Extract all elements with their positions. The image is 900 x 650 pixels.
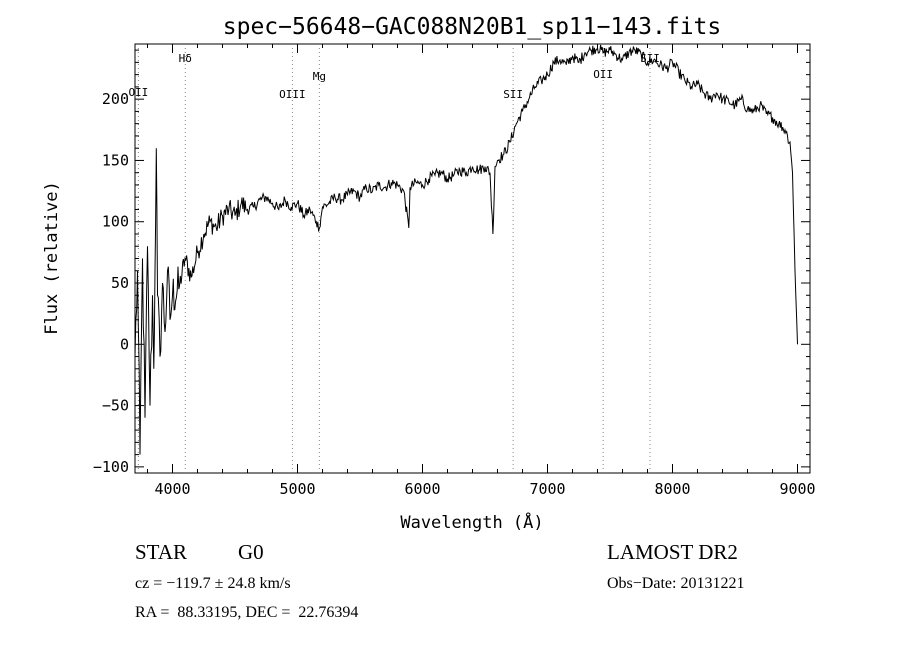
x-tick-label: 6000	[404, 480, 440, 498]
series-layer	[134, 44, 798, 455]
y-tick-label: 50	[111, 274, 129, 292]
y-tick-label: 150	[102, 151, 129, 169]
x-tick-label: 7000	[529, 480, 565, 498]
y-axis: −100 −50 0 50 100 150 200	[93, 49, 810, 476]
y-tick-label: 200	[102, 90, 129, 108]
x-axis: 4000 5000 6000 7000 8000 9000	[147, 44, 816, 498]
object-subclass: G0	[238, 540, 264, 564]
x-axis-label: Wavelength (Å)	[400, 511, 543, 533]
x-tick-label: 5000	[279, 480, 315, 498]
x-tick-label: 9000	[779, 480, 815, 498]
annotation-label: OII	[128, 86, 148, 99]
spectrum-line	[134, 44, 798, 455]
y-tick-label: 100	[102, 213, 129, 231]
x-tick-label: 8000	[654, 480, 690, 498]
obs-date: Obs−Date: 20131221	[607, 575, 745, 592]
x-tick-label: 4000	[154, 480, 190, 498]
survey-name: LAMOST DR2	[607, 540, 738, 564]
redshift-cz: cz = −119.7 ± 24.8 km/s	[135, 575, 291, 592]
annotation-label: Hδ	[179, 52, 192, 65]
y-tick-label: 0	[120, 335, 129, 353]
y-tick-label: −100	[93, 458, 129, 476]
annotation-label: OIII	[279, 88, 306, 101]
y-axis-label: Flux (relative)	[42, 181, 62, 335]
annotation-label: OII	[593, 68, 613, 81]
object-type: STAR	[135, 540, 187, 564]
annotation-label: SII	[503, 88, 523, 101]
chart-title: spec−56648−GAC088N20B1_sp11−143.fits	[223, 14, 722, 40]
annotation-label: SII	[640, 52, 660, 65]
plot-frame	[134, 43, 811, 474]
y-tick-label: −50	[102, 397, 129, 415]
annotation-lines	[137, 44, 651, 473]
coordinates: RA = 88.33195, DEC = 22.76394	[135, 604, 359, 621]
annotation-labels: OII Hδ OIII Mg SII OII SII	[128, 52, 660, 101]
annotation-label: Mg	[313, 70, 326, 83]
